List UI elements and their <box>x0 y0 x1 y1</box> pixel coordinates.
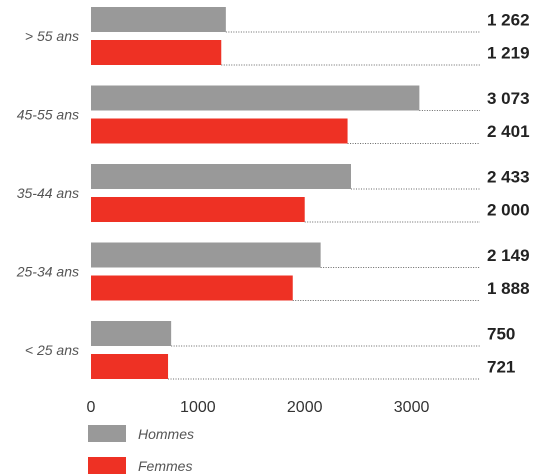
x-tick-label: 2000 <box>287 399 323 416</box>
category-label: > 55 ans <box>25 28 79 44</box>
legend-label: Femmes <box>138 458 192 474</box>
legend-swatch-femmes <box>88 457 126 474</box>
category-label: 35-44 ans <box>17 185 79 201</box>
bar-hommes-3 <box>91 242 321 268</box>
value-label: 2 401 <box>487 122 530 141</box>
bar-femmes-2 <box>91 197 305 222</box>
category-label: 25-34 ans <box>16 264 79 280</box>
value-label: 1 219 <box>487 44 530 63</box>
category-label: < 25 ans <box>25 342 79 358</box>
bar-hommes-4 <box>91 321 172 346</box>
x-axis-ticks: 0 1000 2000 3000 <box>87 399 430 416</box>
bar-hommes-0 <box>91 7 226 32</box>
leader-lines-layer <box>168 31 480 380</box>
x-tick-label: 3000 <box>394 399 430 416</box>
bar-femmes-1 <box>91 118 348 144</box>
legend-swatch-hommes <box>88 425 126 442</box>
value-label: 2 000 <box>487 201 530 220</box>
category-labels-layer: > 55 ans 45-55 ans 35-44 ans 25-34 ans < 25 … <box>16 28 79 358</box>
value-label: 721 <box>487 358 515 377</box>
bar-femmes-4 <box>91 354 169 379</box>
value-label: 750 <box>487 325 515 344</box>
value-labels-layer: 1 262 1 219 3 073 2 401 2 433 2 000 2 149 1 888… <box>487 11 530 377</box>
value-label: 2 433 <box>487 168 530 187</box>
legend: Hommes Femmes <box>88 425 194 474</box>
category-label: 45-55 ans <box>17 107 79 123</box>
bars-layer <box>91 7 420 379</box>
x-tick-label: 1000 <box>180 399 216 416</box>
x-tick-label: 0 <box>87 399 96 416</box>
bar-hommes-1 <box>91 85 420 111</box>
value-label: 2 149 <box>487 246 530 265</box>
legend-label: Hommes <box>138 426 194 442</box>
value-label: 1 262 <box>487 11 530 30</box>
bar-hommes-2 <box>91 164 351 189</box>
value-label: 3 073 <box>487 89 530 108</box>
bar-femmes-3 <box>91 275 293 301</box>
value-label: 1 888 <box>487 279 530 298</box>
bar-femmes-0 <box>91 40 222 65</box>
